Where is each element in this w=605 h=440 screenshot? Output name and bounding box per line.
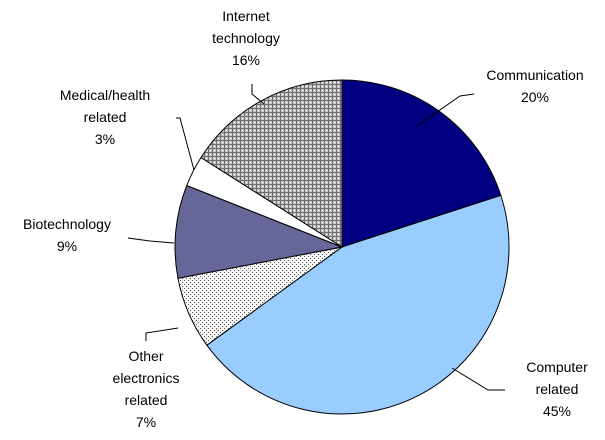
slice-name-label: Communication [486, 67, 583, 83]
slice-labels: Communication 20% Computer related 45% Other e… [23, 8, 588, 430]
pie-slice-communication [341, 79, 502, 248]
slice-percent-label: 20% [521, 89, 549, 105]
pie-slice-computer-related [206, 194, 510, 415]
slice-name-label: related [125, 392, 168, 408]
slice-label: Communication 20% [486, 67, 583, 105]
slice-label: Computer related 45% [526, 359, 588, 419]
slice-percent-label: 45% [543, 403, 571, 419]
slice-percent-label: 7% [136, 414, 156, 430]
slice-name-label: electronics [113, 370, 180, 386]
pie-slices [174, 79, 510, 415]
leader-line [176, 117, 195, 171]
slice-name-label: related [536, 381, 579, 397]
slice-label: Biotechnology 9% [23, 216, 111, 254]
leader-lines [127, 84, 505, 391]
slice-label: Medical/health related 3% [60, 87, 150, 147]
slice-percent-label: 3% [95, 131, 115, 147]
slice-name-label: Medical/health [60, 87, 150, 103]
slice-label: Other electronics related 7% [113, 348, 180, 430]
slice-name-label: Biotechnology [23, 216, 111, 232]
slice-name-label: Other [128, 348, 163, 364]
leader-line [145, 327, 179, 341]
slice-label: Internet technology 16% [212, 8, 280, 68]
slice-percent-label: 16% [232, 52, 260, 68]
slice-percent-label: 9% [57, 238, 77, 254]
pie-slice-biotechnology [174, 184, 344, 279]
slice-name-label: technology [212, 30, 280, 46]
leader-line [251, 84, 265, 105]
pie-slice-internet-technology [200, 79, 343, 248]
leader-line [127, 237, 175, 244]
slice-name-label: related [84, 109, 127, 125]
slice-name-label: Internet [222, 8, 270, 24]
leader-line [416, 93, 475, 127]
slice-name-label: Computer [526, 359, 588, 375]
leader-line [451, 367, 505, 391]
